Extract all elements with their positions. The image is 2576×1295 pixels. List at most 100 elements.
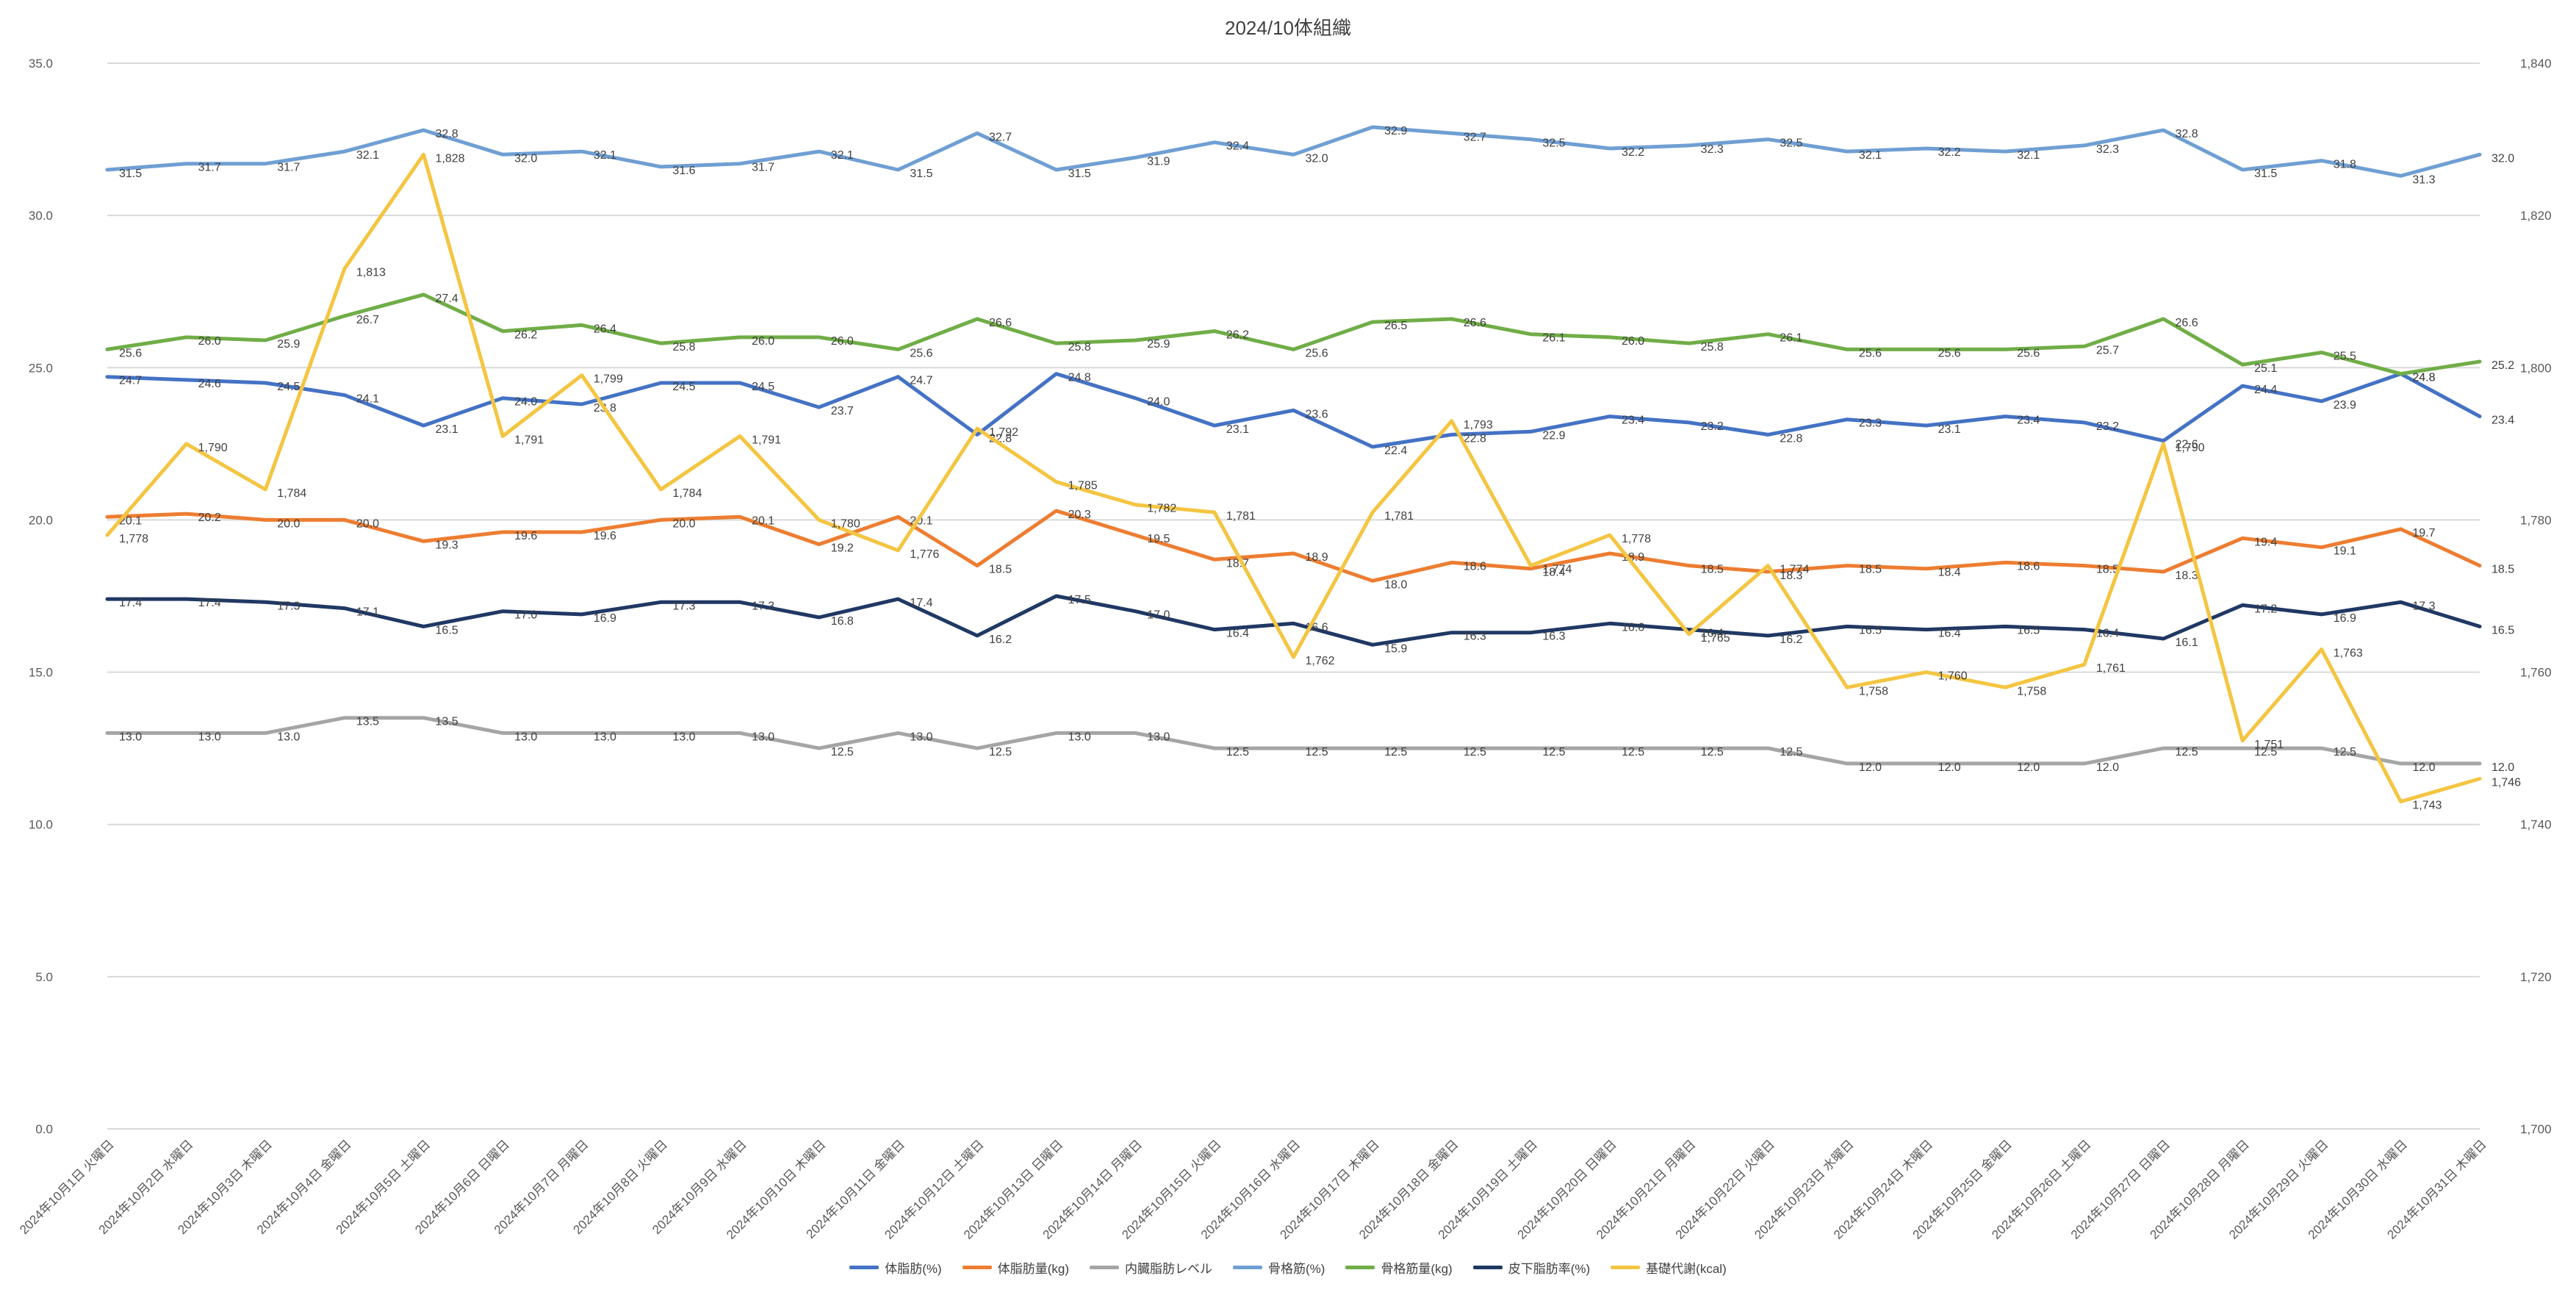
legend-item: 皮下脂肪率(%) <box>1472 1258 1590 1277</box>
data-label: 1,782 <box>1147 503 1176 515</box>
data-label: 13.5 <box>436 716 458 728</box>
data-label: 13.0 <box>514 731 537 743</box>
legend-item: 内臓脂肪レベル <box>1089 1258 1212 1277</box>
data-label: 32.2 <box>1622 146 1644 159</box>
data-label: 32.0 <box>2492 152 2514 165</box>
y-tick-label: 5.0 <box>35 970 53 984</box>
data-label: 17.3 <box>277 600 300 612</box>
y2-tick-label: 1,760 <box>2520 666 2552 680</box>
data-label: 12.5 <box>2175 746 2198 758</box>
data-label: 26.4 <box>594 323 616 335</box>
data-label: 22.9 <box>1542 429 1565 442</box>
data-label: 12.5 <box>1384 746 1407 758</box>
data-label: 1,792 <box>989 426 1018 439</box>
data-label: 19.3 <box>436 539 458 551</box>
data-label: 13.0 <box>1147 731 1170 743</box>
data-label: 1,758 <box>2017 685 2046 697</box>
y2-tick-label: 1,800 <box>2520 361 2552 375</box>
data-label: 26.6 <box>2175 317 2198 329</box>
data-label: 17.3 <box>752 600 774 612</box>
data-label: 25.6 <box>910 347 932 359</box>
data-label: 23.9 <box>2334 399 2356 412</box>
data-label: 1,743 <box>2412 800 2442 812</box>
data-label: 19.1 <box>2334 545 2356 558</box>
data-label: 32.1 <box>2017 149 2040 162</box>
legend-swatch <box>1611 1266 1641 1269</box>
chart-legend: 体脂肪(%) 体脂肪量(kg) 内臓脂肪レベル 骨格筋(%) 骨格筋量(kg) 皮下脂肪率… <box>0 1258 2576 1277</box>
series-line-0 <box>105 372 2482 449</box>
data-label: 17.1 <box>356 606 379 619</box>
data-label: 16.4 <box>1938 628 1961 640</box>
data-label: 26.0 <box>198 335 221 348</box>
data-label: 12.5 <box>831 746 854 758</box>
data-label: 17.0 <box>514 609 537 622</box>
data-label: 25.9 <box>1147 338 1170 351</box>
data-label: 24.7 <box>910 375 932 387</box>
data-label: 32.7 <box>989 131 1012 143</box>
legend-item: 骨格筋(%) <box>1232 1258 1325 1277</box>
legend-item: 骨格筋量(kg) <box>1345 1258 1453 1277</box>
data-label: 12.5 <box>1701 746 1724 758</box>
data-label: 1,784 <box>277 487 306 500</box>
data-label: 1,790 <box>198 442 228 454</box>
series-line-2 <box>105 716 2482 766</box>
data-label: 13.0 <box>277 731 300 743</box>
data-label: 18.4 <box>1938 567 1961 579</box>
data-label: 23.6 <box>1306 408 1328 420</box>
data-label: 1,799 <box>594 373 623 386</box>
data-label: 18.6 <box>2017 560 2040 573</box>
data-label: 13.0 <box>119 731 142 743</box>
data-label: 23.1 <box>1226 423 1249 436</box>
data-label: 25.8 <box>1701 341 1724 354</box>
data-label: 18.5 <box>1859 564 1882 576</box>
data-label: 1,746 <box>2492 777 2521 789</box>
data-label: 18.6 <box>1464 560 1486 573</box>
data-label: 1,778 <box>119 533 148 545</box>
data-label: 1,763 <box>2334 648 2363 660</box>
data-label: 32.3 <box>2096 143 2119 156</box>
data-label: 12.5 <box>2334 746 2356 758</box>
data-label: 25.6 <box>1938 347 1961 359</box>
data-label: 17.3 <box>672 600 695 612</box>
data-label: 19.6 <box>594 530 616 542</box>
legend-item: 体脂肪量(kg) <box>962 1258 1069 1277</box>
data-label: 20.1 <box>119 514 142 527</box>
data-label: 12.5 <box>1306 746 1328 758</box>
data-label: 25.6 <box>119 347 142 359</box>
series-line-3 <box>105 125 2482 178</box>
data-label: 1,765 <box>1701 632 1730 645</box>
data-label: 32.0 <box>1306 152 1328 165</box>
data-label: 32.1 <box>831 149 854 162</box>
data-label: 18.9 <box>1306 551 1328 564</box>
data-label: 26.2 <box>514 329 537 342</box>
data-label: 12.0 <box>2096 761 2119 774</box>
y-tick-label: 35.0 <box>29 57 53 71</box>
data-label: 26.0 <box>752 335 774 348</box>
data-label: 24.8 <box>2412 372 2435 384</box>
legend-label: 基礎代謝(kcal) <box>1646 1262 1727 1276</box>
data-label: 1,760 <box>1938 670 1968 683</box>
legend-label: 体脂肪量(kg) <box>997 1262 1069 1276</box>
data-label: 13.0 <box>910 731 932 743</box>
data-label: 31.6 <box>672 165 695 177</box>
data-label: 31.5 <box>910 168 932 180</box>
data-label: 24.6 <box>198 378 221 390</box>
data-label: 18.4 <box>1542 567 1565 579</box>
y-tick-label: 20.0 <box>29 513 53 527</box>
data-label: 23.7 <box>831 405 854 417</box>
data-label: 1,751 <box>2254 739 2284 751</box>
data-label: 12.0 <box>1859 761 1882 774</box>
data-label: 32.1 <box>356 149 379 162</box>
data-label: 17.0 <box>1147 609 1170 622</box>
data-label: 16.6 <box>1622 621 1644 634</box>
data-label: 18.5 <box>2096 564 2119 576</box>
data-label: 16.3 <box>1464 631 1486 643</box>
data-label: 20.2 <box>198 512 221 524</box>
y2-tick-label: 1,840 <box>2520 57 2552 71</box>
data-label: 1,781 <box>1226 510 1256 523</box>
data-label: 25.6 <box>2017 347 2040 359</box>
data-label: 24.8 <box>2412 372 2435 384</box>
y-tick-label: 0.0 <box>35 1122 53 1136</box>
data-label: 24.8 <box>1068 372 1091 384</box>
